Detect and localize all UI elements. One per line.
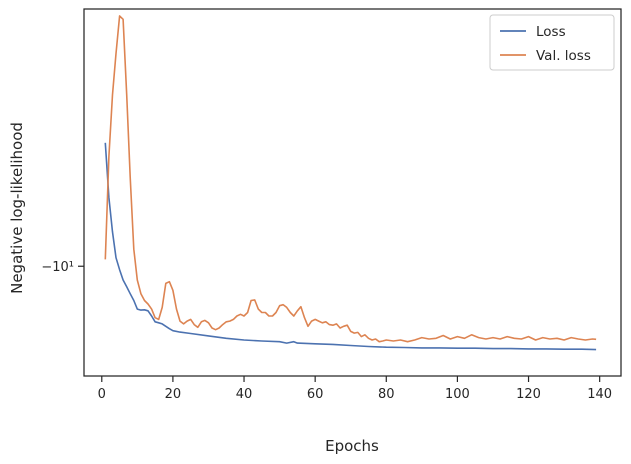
legend-label-loss: Loss — [536, 24, 566, 40]
y-tick-label: −10¹ — [41, 260, 74, 275]
x-tick-label: 20 — [165, 387, 182, 402]
x-axis-label: Epochs — [325, 437, 379, 455]
x-tick-label: 80 — [378, 387, 395, 402]
series-line-val-loss — [104, 15, 597, 343]
x-axis-ticks: 0 20 40 60 80 100 120 140 — [98, 376, 612, 402]
x-tick-label: 40 — [236, 387, 253, 402]
y-axis-ticks: −10¹ — [41, 260, 84, 275]
legend-box — [489, 14, 615, 71]
x-tick-label: 140 — [587, 387, 612, 402]
legend-label-val-loss: Val. loss — [536, 48, 591, 64]
x-tick-label: 60 — [307, 387, 324, 402]
series-line-loss — [104, 142, 597, 351]
x-tick-label: 0 — [98, 387, 106, 402]
plot-lines — [104, 15, 597, 351]
x-tick-label: 100 — [445, 387, 470, 402]
y-axis-label: Negative log-likelihood — [8, 122, 26, 294]
plot-frame — [83, 8, 622, 377]
x-tick-label: 120 — [516, 387, 541, 402]
legend: Loss Val. loss — [489, 14, 615, 71]
